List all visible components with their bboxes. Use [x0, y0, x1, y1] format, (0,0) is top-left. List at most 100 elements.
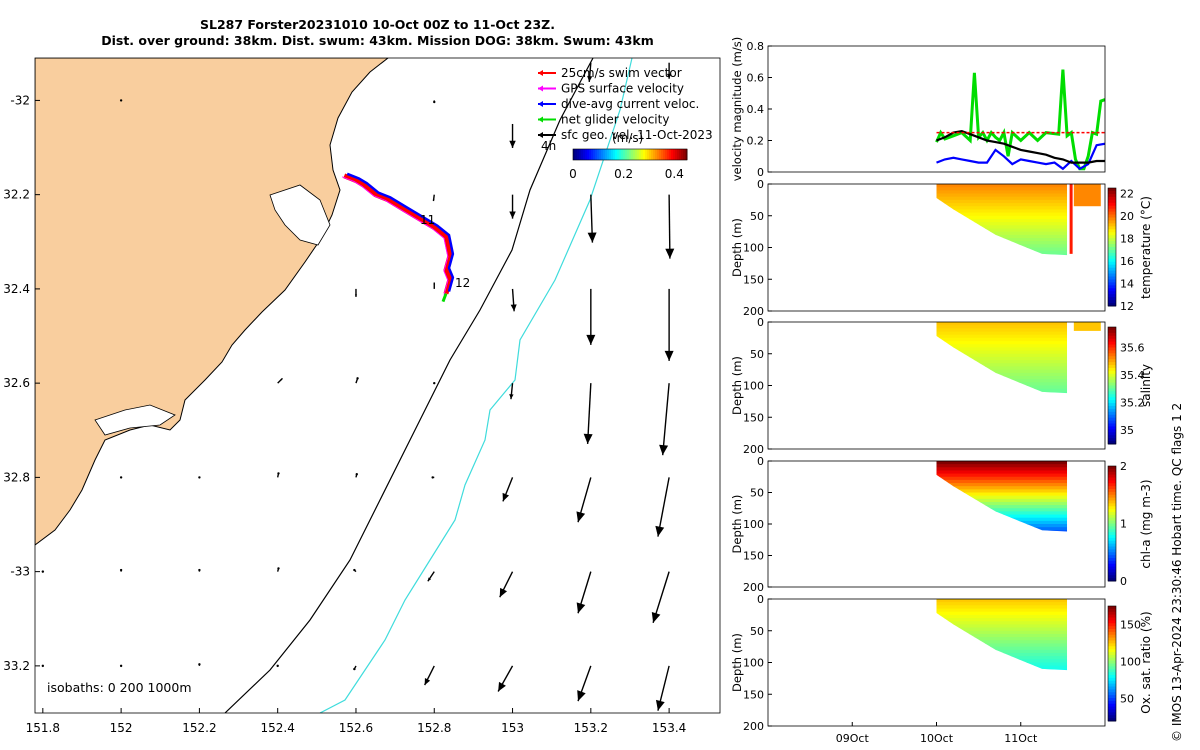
colorbar-cell	[1108, 226, 1116, 230]
colorbar-cell	[1108, 706, 1116, 710]
section-y-tick-label: 150	[743, 688, 764, 701]
section-band	[936, 341, 1068, 345]
section-band	[936, 656, 1068, 660]
colorbar-cell	[1108, 477, 1116, 481]
colorbar-cell	[1108, 420, 1116, 425]
colorbar-cell	[1108, 350, 1116, 354]
section-band	[936, 209, 1068, 214]
colorbar-tick-label: 12	[1120, 300, 1134, 313]
map-x-tick-label: 153.2	[574, 721, 608, 735]
colorbar-cell	[1108, 241, 1116, 245]
colorbar-cell	[1108, 611, 1116, 616]
colorbar-tick-label: 0.4	[665, 167, 684, 181]
section-y-tick-label: 150	[743, 273, 764, 286]
current-vector-head	[583, 433, 593, 444]
colorbar-cell	[1108, 303, 1116, 307]
section-band	[936, 328, 1068, 333]
colorbar-cell	[667, 149, 670, 160]
colorbar-cell	[677, 149, 680, 160]
colorbar-cell	[643, 149, 646, 160]
colorbar-cell	[1108, 715, 1116, 719]
colorbar-cell	[1108, 537, 1116, 542]
colorbar-cell	[1108, 709, 1116, 713]
section-band	[936, 630, 1068, 635]
colorbar-cell	[1108, 637, 1116, 641]
section-band	[936, 353, 1068, 358]
colorbar-cell	[623, 149, 626, 160]
colorbar-cell	[621, 149, 624, 160]
current-vector	[586, 383, 592, 444]
colorbar-cell	[1108, 563, 1116, 568]
section-y-tick-label: 50	[750, 348, 764, 361]
colorbar-cell	[1108, 657, 1116, 662]
section-band	[936, 241, 1068, 245]
colorbar-cell	[1108, 267, 1116, 272]
colorbar-cell	[1108, 631, 1116, 636]
legend-extra: 4h	[541, 139, 556, 153]
colorbar-cell	[1108, 385, 1116, 389]
colorbar-frame	[572, 148, 688, 161]
track-net-glider	[441, 293, 448, 303]
colorbar-cell	[1108, 698, 1116, 702]
colorbar-cell	[1108, 503, 1116, 507]
velocity-y-tick-label: 0.8	[747, 40, 765, 53]
section-band	[936, 627, 1068, 632]
current-vector-head	[424, 678, 431, 686]
colorbar-cell	[1108, 341, 1116, 346]
section-plot: 0 50 100 150 200 Depth (m) 12 14 16 18 20 22 tempera…	[730, 178, 1153, 318]
section-band	[936, 212, 1068, 217]
colorbar-frame	[1107, 187, 1117, 307]
colorbar-cell	[1108, 193, 1116, 198]
colorbar-cell	[637, 149, 640, 160]
section-band	[936, 489, 1068, 493]
current-vector-head	[502, 492, 510, 502]
section-band	[936, 614, 1068, 619]
section-band	[936, 322, 1068, 326]
colorbar-cell	[1108, 497, 1116, 501]
colorbar-cell	[1108, 388, 1116, 392]
colorbar-cell	[1108, 196, 1116, 201]
colorbar-cell	[1108, 435, 1116, 439]
colorbar-cell	[577, 149, 580, 160]
map-x-tick-label: 153.4	[652, 721, 686, 735]
legend-label: GPS surface velocity	[561, 82, 684, 96]
section-band	[936, 643, 1068, 648]
section-band	[936, 495, 1068, 500]
current-vector-head	[119, 568, 123, 572]
track-swim	[343, 173, 453, 295]
colorbar-cell	[1108, 494, 1116, 499]
section-band	[936, 356, 1068, 361]
section-band	[936, 203, 1068, 207]
section-band	[936, 325, 1068, 329]
current-vector-head	[277, 472, 280, 475]
colorbar-cell	[1108, 238, 1116, 242]
colorbar-cell	[1108, 532, 1116, 536]
current-vector-head	[498, 681, 506, 692]
velocity-series-line	[936, 142, 1105, 171]
velocity-y-tick-label: 0.4	[747, 103, 765, 116]
colorbar-cell	[1108, 400, 1116, 404]
section-y-tick-label: 100	[743, 380, 764, 393]
section-band	[936, 508, 1068, 512]
section-band	[936, 391, 1068, 394]
colorbar-cell	[597, 149, 600, 160]
colorbar-cell	[1108, 572, 1116, 576]
section-data	[936, 184, 1068, 256]
section-band	[936, 360, 1068, 364]
velocity-series-line	[935, 69, 1105, 171]
section-band	[936, 473, 1068, 478]
colorbar-cell	[1108, 329, 1116, 334]
colorbar-cell	[1108, 188, 1116, 192]
section-band	[936, 331, 1068, 336]
colorbar-cell	[1108, 695, 1116, 699]
current-vector-head	[577, 690, 586, 702]
map-x-tick-label: 153	[501, 721, 524, 735]
colorbar-cell	[601, 149, 604, 160]
section-band	[936, 479, 1068, 484]
land-mass	[35, 58, 389, 546]
time-tick-label: 10Oct	[920, 732, 954, 745]
velocity-frame	[767, 45, 1106, 173]
section-band	[936, 234, 1068, 239]
current-vector-head	[119, 99, 123, 102]
colorbar-cell	[581, 149, 584, 160]
